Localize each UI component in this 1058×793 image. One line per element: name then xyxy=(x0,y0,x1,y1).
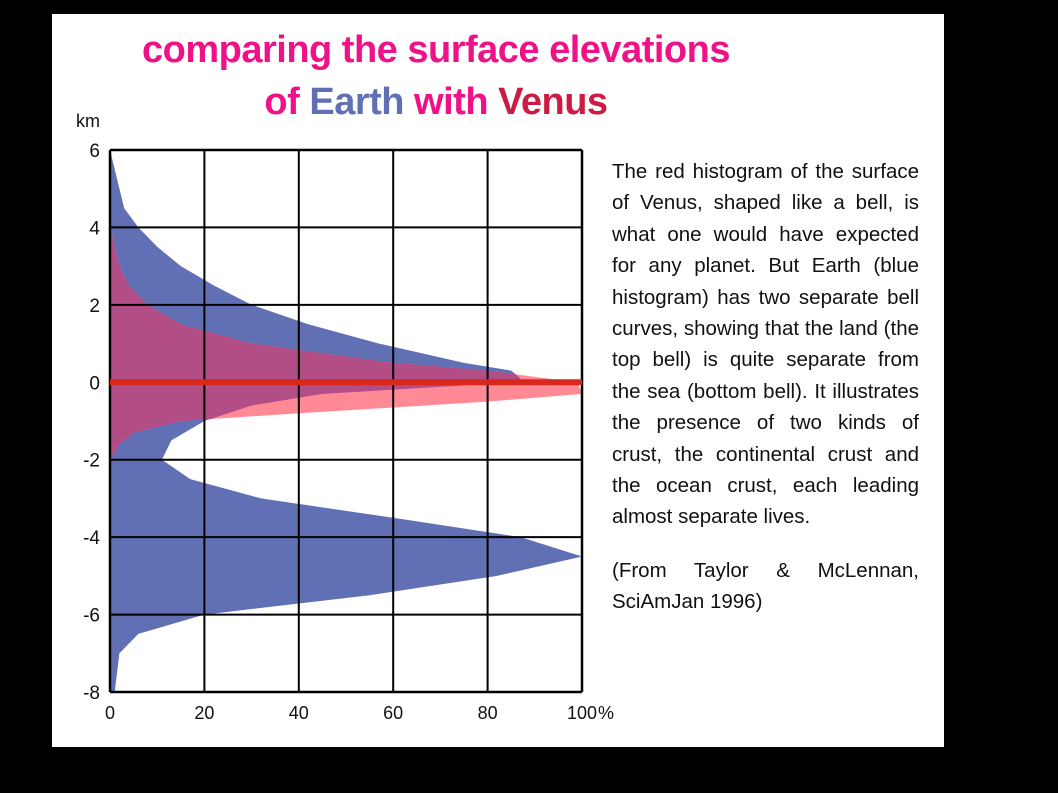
y-tick-label: 0 xyxy=(89,373,100,394)
y-tick-label: -6 xyxy=(83,606,100,627)
x-tick-label: 100 xyxy=(567,703,597,723)
y-tick-label: 4 xyxy=(89,218,100,239)
x-tick-label: 80 xyxy=(478,703,498,723)
y-tick-label: -8 xyxy=(83,683,100,704)
y-tick-label: 6 xyxy=(89,141,100,162)
x-tick-label: 40 xyxy=(289,703,309,723)
y-tick-label: 2 xyxy=(89,296,100,317)
histogram-areas xyxy=(110,150,582,692)
title-venus: Venus xyxy=(498,81,608,123)
y-tick-labels: 6 4 2 0 -2 -4 -6 -8 xyxy=(83,141,100,704)
citation-paragraph: (From Taylor & McLennan, SciAmJan 1996) xyxy=(612,558,919,614)
slide: comparing the surface elevations of Eart… xyxy=(52,14,944,747)
title-line-1: comparing the surface elevations xyxy=(142,29,730,71)
earth-histogram-area xyxy=(110,150,582,692)
description-paragraph: The red histogram of the surface of Venu… xyxy=(612,160,919,529)
explanation-text: The red histogram of the surface of Venu… xyxy=(612,156,919,618)
x-tick-label: 0 xyxy=(105,703,115,723)
x-tick-label: 60 xyxy=(383,703,403,723)
title-of: of xyxy=(264,81,310,123)
title-line-2: of Earth with Venus xyxy=(52,76,820,128)
y-tick-label: -2 xyxy=(83,451,100,472)
title-with: with xyxy=(404,81,499,123)
y-axis-unit-label: km xyxy=(76,111,100,131)
x-tick-label: 20 xyxy=(194,703,214,723)
chart-title: comparing the surface elevations of Eart… xyxy=(52,24,820,128)
x-axis-unit-label: % xyxy=(598,703,614,723)
x-tick-labels: 0 20 40 60 80 100 xyxy=(105,703,597,723)
title-earth: Earth xyxy=(309,81,404,123)
y-tick-label: -4 xyxy=(83,528,100,549)
